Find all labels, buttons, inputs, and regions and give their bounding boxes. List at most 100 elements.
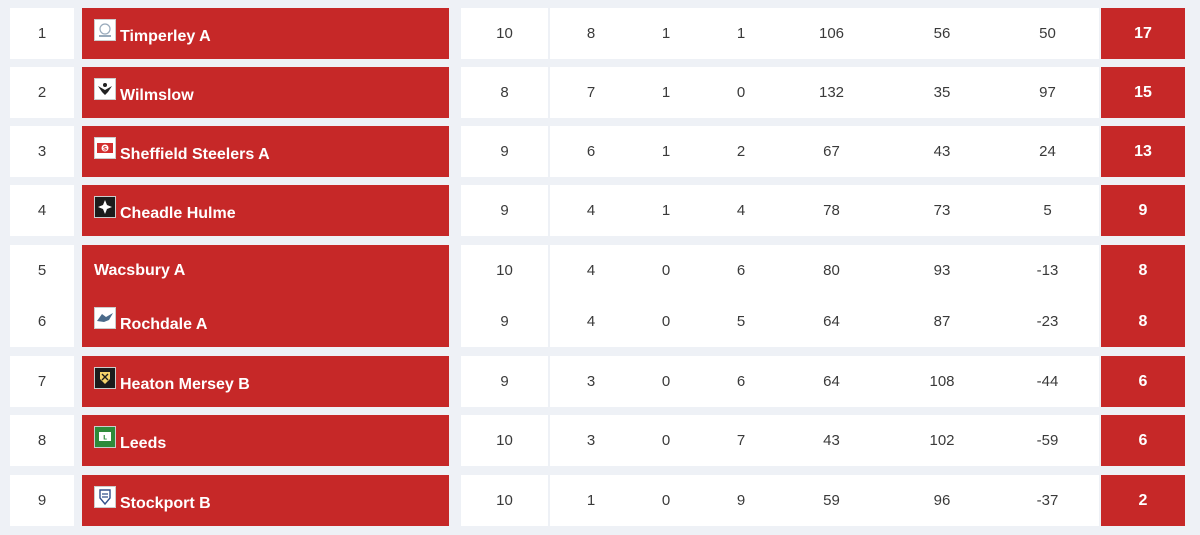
table-row: 5 Wacsbury A 10 4 0 6 80 93 -13 8 (10, 245, 1195, 296)
played-cell: 10 (461, 245, 548, 296)
won-cell: 1 (550, 475, 632, 526)
won-cell: 3 (550, 356, 632, 407)
goals-against-cell: 93 (886, 245, 998, 296)
lost-cell: 5 (700, 296, 782, 347)
drawn-cell: 0 (625, 245, 707, 296)
played-cell: 9 (461, 296, 548, 347)
goals-against-cell: 87 (886, 296, 998, 347)
won-cell: 6 (550, 126, 632, 177)
goals-for-cell: 78 (775, 185, 888, 236)
lost-cell: 0 (700, 67, 782, 118)
goal-difference-cell: -23 (996, 296, 1099, 347)
played-cell: 10 (461, 475, 548, 526)
leeds-logo-icon: L (94, 425, 116, 448)
points-cell: 6 (1101, 356, 1185, 407)
stockport-logo-icon (94, 485, 116, 508)
lost-cell: 1 (700, 8, 782, 59)
team-name[interactable]: Timperley A (120, 27, 211, 45)
drawn-cell: 0 (625, 415, 707, 466)
goal-difference-cell: 97 (996, 67, 1099, 118)
won-cell: 4 (550, 296, 632, 347)
points-cell: 9 (1101, 185, 1185, 236)
drawn-cell: 0 (625, 475, 707, 526)
svg-text:S: S (103, 145, 107, 152)
table-row: 1 Timperley A 10 8 1 1 106 56 50 17 (10, 8, 1195, 59)
lost-cell: 2 (700, 126, 782, 177)
team-name[interactable]: Heaton Mersey B (120, 375, 250, 393)
team-name[interactable]: Wacsbury A (94, 261, 186, 279)
position-cell: 9 (10, 475, 74, 526)
goals-for-cell: 132 (775, 67, 888, 118)
points-cell: 6 (1101, 415, 1185, 466)
table-row: 6 Rochdale A 9 4 0 5 64 87 -23 8 (10, 296, 1195, 347)
drawn-cell: 1 (625, 185, 707, 236)
lost-cell: 7 (700, 415, 782, 466)
goal-difference-cell: 5 (996, 185, 1099, 236)
position-cell: 6 (10, 296, 74, 347)
position-cell: 5 (10, 245, 74, 296)
timperley-logo-icon (94, 18, 116, 41)
table-row: 3 S Sheffield Steelers A 9 6 1 2 67 43 2… (10, 126, 1195, 177)
team-name[interactable]: Stockport B (120, 494, 211, 512)
position-cell: 8 (10, 415, 74, 466)
points-cell: 15 (1101, 67, 1185, 118)
won-cell: 4 (550, 185, 632, 236)
position-cell: 1 (10, 8, 74, 59)
team-cell[interactable]: Stockport B (82, 475, 449, 526)
goals-for-cell: 67 (775, 126, 888, 177)
goals-against-cell: 43 (886, 126, 998, 177)
goals-for-cell: 64 (775, 296, 888, 347)
team-name[interactable]: Cheadle Hulme (120, 204, 236, 222)
team-name[interactable]: Sheffield Steelers A (120, 145, 270, 163)
goals-against-cell: 35 (886, 67, 998, 118)
table-row: 9 Stockport B 10 1 0 9 59 96 -37 2 (10, 475, 1195, 526)
team-cell[interactable]: L Leeds (82, 415, 449, 466)
position-cell: 4 (10, 185, 74, 236)
rochdale-logo-icon (94, 306, 116, 329)
drawn-cell: 0 (625, 356, 707, 407)
goals-for-cell: 80 (775, 245, 888, 296)
points-cell: 8 (1101, 245, 1185, 296)
drawn-cell: 1 (625, 67, 707, 118)
position-cell: 7 (10, 356, 74, 407)
team-name[interactable]: Leeds (120, 434, 167, 452)
goals-for-cell: 64 (775, 356, 888, 407)
team-name[interactable]: Rochdale A (120, 315, 208, 333)
goals-for-cell: 106 (775, 8, 888, 59)
played-cell: 9 (461, 126, 548, 177)
table-row: 8 L Leeds 10 3 0 7 43 102 -59 6 (10, 415, 1195, 466)
points-cell: 17 (1101, 8, 1185, 59)
goal-difference-cell: -13 (996, 245, 1099, 296)
goals-against-cell: 102 (886, 415, 998, 466)
played-cell: 9 (461, 185, 548, 236)
won-cell: 7 (550, 67, 632, 118)
team-cell[interactable]: Rochdale A (82, 296, 449, 347)
table-row: 2 Wilmslow 8 7 1 0 132 35 97 15 (10, 67, 1195, 118)
team-cell[interactable]: Wacsbury A (82, 245, 449, 296)
lost-cell: 9 (700, 475, 782, 526)
won-cell: 8 (550, 8, 632, 59)
svg-text:L: L (103, 434, 107, 441)
played-cell: 10 (461, 415, 548, 466)
team-cell[interactable]: Heaton Mersey B (82, 356, 449, 407)
table-row: 7 Heaton Mersey B 9 3 0 6 64 108 -44 6 (10, 356, 1195, 407)
goals-for-cell: 59 (775, 475, 888, 526)
points-cell: 8 (1101, 296, 1185, 347)
team-name[interactable]: Wilmslow (120, 86, 194, 104)
played-cell: 10 (461, 8, 548, 59)
goal-difference-cell: 24 (996, 126, 1099, 177)
goal-difference-cell: -59 (996, 415, 1099, 466)
drawn-cell: 1 (625, 8, 707, 59)
drawn-cell: 1 (625, 126, 707, 177)
won-cell: 4 (550, 245, 632, 296)
team-cell[interactable]: Wilmslow (82, 67, 449, 118)
heaton-mersey-logo-icon (94, 366, 116, 389)
lost-cell: 6 (700, 245, 782, 296)
cheadle-hulme-logo-icon (94, 195, 116, 218)
goals-against-cell: 96 (886, 475, 998, 526)
points-cell: 2 (1101, 475, 1185, 526)
team-cell[interactable]: S Sheffield Steelers A (82, 126, 449, 177)
played-cell: 8 (461, 67, 548, 118)
team-cell[interactable]: Cheadle Hulme (82, 185, 449, 236)
team-cell[interactable]: Timperley A (82, 8, 449, 59)
